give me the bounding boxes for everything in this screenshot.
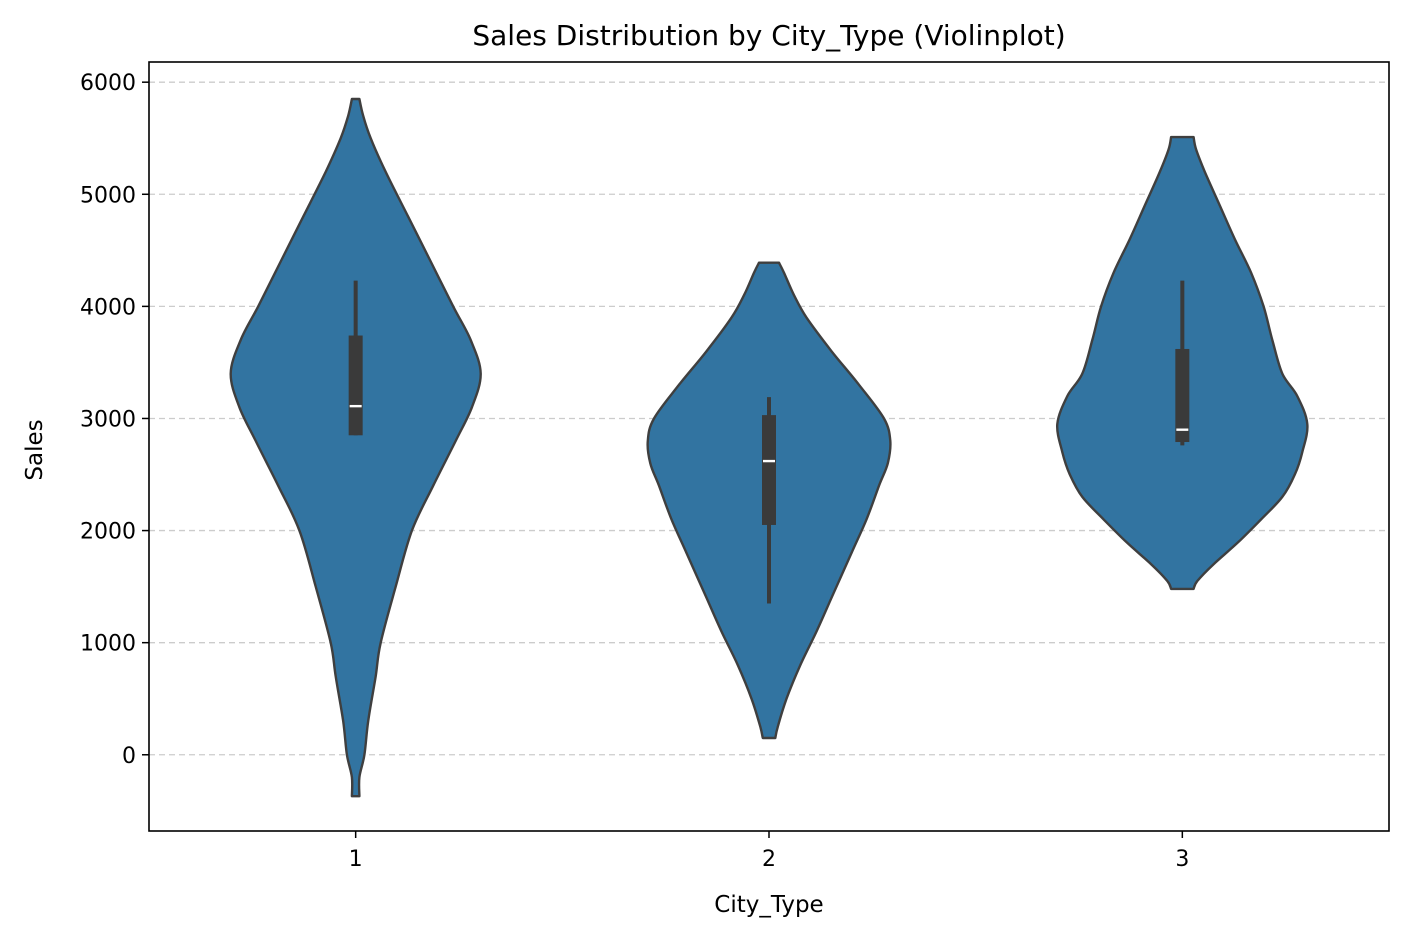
x-axis-ticks: 1 2 3: [349, 831, 1189, 872]
y-axis-label: Sales: [22, 419, 48, 480]
violin-iqr-box: [348, 335, 363, 436]
chart-title: Sales Distribution by City_Type (Violinp…: [472, 19, 1065, 52]
violin-iqr-box: [1175, 348, 1190, 443]
violin-1: [229, 97, 482, 798]
y-tick-label: 2000: [80, 520, 136, 545]
violin-body: [229, 97, 482, 798]
y-axis-ticks: 0 1000 2000 3000 4000 5000 6000: [80, 71, 149, 769]
y-tick-label: 5000: [80, 183, 136, 208]
y-tick-label: 0: [122, 744, 136, 769]
x-tick-label: 3: [1175, 847, 1189, 872]
violin-2: [646, 261, 892, 740]
violin-3: [1056, 135, 1309, 591]
y-tick-label: 3000: [80, 407, 136, 432]
y-tick-label: 4000: [80, 295, 136, 320]
violin-iqr-box: [762, 415, 776, 525]
x-axis-label: City_Type: [714, 892, 823, 918]
y-tick-label: 1000: [80, 632, 136, 657]
y-tick-label: 6000: [80, 71, 136, 96]
violins: [229, 97, 1309, 798]
x-tick-label: 1: [349, 847, 363, 872]
x-tick-label: 2: [762, 847, 776, 872]
